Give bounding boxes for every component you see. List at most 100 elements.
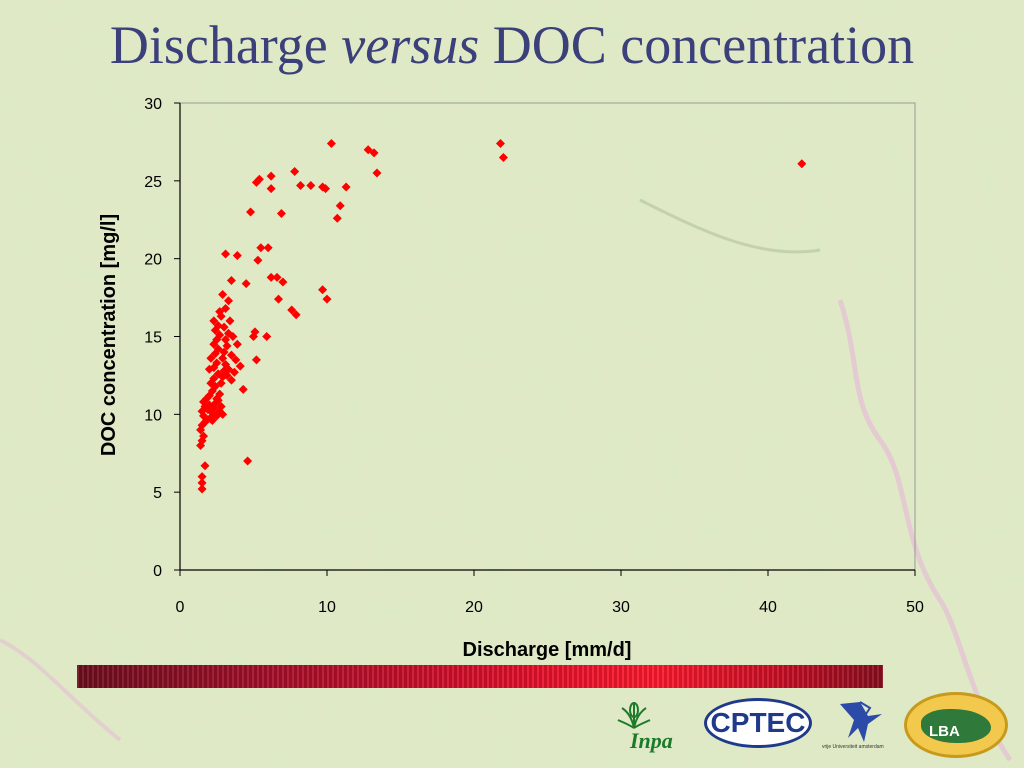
data-point bbox=[225, 316, 235, 326]
data-point bbox=[797, 159, 807, 169]
data-point bbox=[197, 472, 207, 482]
data-point bbox=[262, 332, 272, 341]
data-point bbox=[209, 316, 219, 326]
data-point bbox=[215, 389, 225, 399]
data-point bbox=[321, 184, 331, 194]
data-point bbox=[218, 289, 228, 299]
data-point bbox=[278, 277, 288, 287]
x-ticks: 0 10 20 30 40 50 bbox=[176, 570, 924, 616]
data-point bbox=[224, 296, 234, 306]
lba-map-shape bbox=[921, 709, 991, 743]
x-tick-label: 10 bbox=[318, 599, 336, 616]
data-point bbox=[369, 148, 379, 158]
data-point bbox=[206, 353, 216, 363]
data-point bbox=[228, 332, 238, 341]
data-point bbox=[222, 341, 232, 351]
data-point bbox=[256, 243, 266, 253]
data-point bbox=[216, 378, 226, 388]
y-tick-label: 5 bbox=[153, 485, 162, 502]
data-point bbox=[306, 181, 316, 191]
y-tick-label: 25 bbox=[144, 174, 162, 191]
data-point bbox=[232, 339, 242, 349]
data-point bbox=[197, 478, 207, 488]
data-point bbox=[199, 431, 209, 441]
data-point bbox=[251, 355, 261, 365]
x-tick-label: 0 bbox=[176, 599, 185, 616]
data-point bbox=[495, 138, 505, 148]
data-point bbox=[200, 461, 210, 471]
data-point bbox=[372, 168, 382, 178]
data-point bbox=[253, 255, 263, 265]
data-point bbox=[215, 330, 225, 340]
data-point bbox=[219, 347, 229, 357]
data-point bbox=[221, 249, 231, 259]
data-point bbox=[341, 182, 351, 192]
data-point bbox=[219, 322, 229, 332]
data-points bbox=[196, 138, 807, 494]
slide-title-post: DOC concentration bbox=[479, 15, 915, 75]
data-point bbox=[218, 353, 228, 363]
data-point bbox=[213, 395, 223, 405]
y-tick-label: 10 bbox=[144, 407, 162, 424]
data-point bbox=[212, 358, 222, 368]
data-point bbox=[238, 384, 248, 394]
data-point bbox=[291, 310, 301, 320]
data-point bbox=[218, 409, 228, 419]
data-point bbox=[216, 402, 226, 412]
data-point bbox=[322, 294, 332, 304]
data-point bbox=[197, 484, 207, 494]
data-point bbox=[209, 374, 219, 384]
lba-logo: LBA bbox=[904, 692, 1008, 758]
data-point bbox=[250, 327, 260, 337]
data-point bbox=[263, 243, 273, 253]
data-point bbox=[246, 207, 256, 217]
data-point bbox=[273, 294, 283, 304]
data-point bbox=[266, 171, 276, 181]
scatter-chart: 0 10 20 30 40 50 0 5 10 15 20 25 30 Discharge [mm/d… bbox=[98, 96, 924, 661]
inpa-logo-text: Inpa bbox=[630, 728, 673, 753]
data-point bbox=[226, 350, 236, 360]
data-point bbox=[241, 279, 251, 289]
data-point bbox=[335, 201, 345, 211]
x-tick-label: 40 bbox=[759, 599, 777, 616]
y-tick-label: 30 bbox=[144, 96, 162, 113]
leaf-plant-icon bbox=[617, 702, 651, 729]
vu-logo: vrije Universiteit amsterdam bbox=[822, 698, 900, 758]
data-point bbox=[226, 275, 236, 285]
data-point bbox=[226, 375, 236, 385]
data-point bbox=[243, 456, 253, 466]
vu-logo-text: vrije Universiteit amsterdam bbox=[822, 744, 884, 750]
x-tick-label: 20 bbox=[465, 599, 483, 616]
data-point bbox=[266, 184, 276, 194]
x-tick-label: 30 bbox=[612, 599, 630, 616]
cptec-logo-text: CPTEC bbox=[710, 707, 806, 738]
data-point bbox=[235, 361, 245, 371]
x-tick-label: 50 bbox=[906, 599, 924, 616]
data-point bbox=[221, 335, 231, 345]
decorative-gradient-bar bbox=[77, 665, 883, 688]
data-point bbox=[290, 166, 300, 176]
data-point bbox=[272, 272, 282, 282]
data-point bbox=[229, 367, 239, 377]
data-point bbox=[318, 285, 328, 295]
y-tick-label: 20 bbox=[144, 252, 162, 269]
data-point bbox=[287, 305, 297, 315]
data-point bbox=[326, 138, 336, 148]
griffin-icon bbox=[840, 701, 882, 742]
data-point bbox=[296, 181, 306, 191]
data-point bbox=[266, 272, 276, 282]
inpa-logo: Inpa bbox=[612, 698, 692, 758]
data-point bbox=[231, 355, 241, 365]
slide-title-pre: Discharge bbox=[109, 15, 342, 75]
y-ticks: 0 5 10 15 20 25 30 bbox=[144, 96, 180, 580]
cptec-logo: CPTEC bbox=[704, 698, 812, 748]
data-point bbox=[222, 370, 232, 380]
data-point bbox=[276, 209, 286, 219]
data-point bbox=[332, 213, 342, 223]
slide-title-emphasis: versus bbox=[341, 15, 480, 75]
data-point bbox=[221, 303, 231, 313]
x-axis-title: Discharge [mm/d] bbox=[463, 639, 632, 661]
lba-logo-text: LBA bbox=[929, 723, 960, 740]
data-point bbox=[254, 174, 264, 184]
